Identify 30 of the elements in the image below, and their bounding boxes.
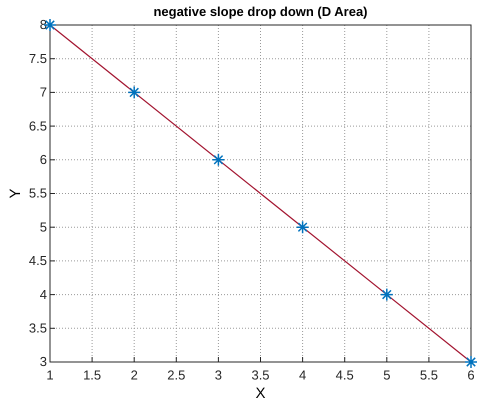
point [380,288,394,302]
chart-title: negative slope drop down (D Area) [153,4,368,19]
y-tick-label: 3 [40,354,47,370]
x-axis-title: X [255,385,266,402]
y-tick-label: 8 [40,17,47,32]
y-tick-label: 5 [40,219,47,234]
x-tick-label: 5.5 [420,367,438,382]
x-tick-label: 2.5 [167,367,186,382]
y-tick-label: 5.5 [28,186,47,201]
y-tick-label: 4.5 [28,253,47,268]
point [296,220,310,234]
y-tick-label: 6.5 [28,118,47,134]
x-tick-label: 1.5 [83,367,102,382]
x-tick-label: 1 [46,367,54,382]
point [212,153,226,167]
y-tick-label: 7 [40,84,47,100]
x-tick-label: 2 [130,367,138,382]
x-tick-label: 3.5 [251,367,270,382]
x-tick-label: 4 [298,367,306,382]
x-tick-label: 5 [383,367,390,382]
y-tick-label: 3.5 [28,320,47,336]
point [127,86,141,100]
x-tick-label: 6 [467,367,475,382]
x-tick-label: 3 [214,367,222,382]
point [464,355,478,369]
x-tick-label: 4.5 [336,367,354,382]
y-tick-label: 4 [40,286,47,302]
y-axis-title: Y [7,188,24,199]
y-tick-label: 7.5 [28,50,47,66]
y-tick-label: 6 [40,152,47,167]
